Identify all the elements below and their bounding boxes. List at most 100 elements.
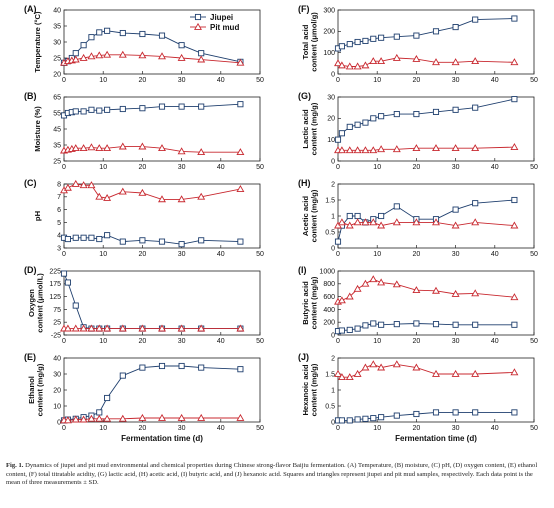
- data-point-triangle: [177, 53, 186, 61]
- data-point-triangle: [432, 286, 440, 294]
- y-tick-label: 10: [327, 137, 335, 144]
- data-point-square: [432, 409, 440, 416]
- data-point-square: [354, 325, 361, 332]
- data-point-square: [178, 362, 185, 370]
- data-point-square: [198, 237, 205, 244]
- panel-c: 3 4 5 6 7 8 0 10 20 30 40 50 (C) pH: [24, 178, 264, 258]
- y-axis-label-line: Lactic acid: [301, 109, 310, 149]
- y-tick-label: 400: [323, 307, 335, 314]
- panel-label: (H): [298, 178, 311, 188]
- data-point-triangle: [432, 218, 440, 226]
- x-tick-label: 20: [413, 77, 421, 84]
- data-point-triangle: [71, 55, 80, 63]
- panel-label: (A): [24, 4, 37, 14]
- y-tick-label: 1000: [319, 268, 335, 275]
- data-point-triangle: [392, 360, 401, 368]
- data-point-square: [413, 410, 420, 418]
- data-point-square: [338, 130, 345, 137]
- y-tick-label: 45: [53, 126, 61, 133]
- data-point-square: [472, 16, 479, 23]
- y-tick-label: 25: [53, 55, 61, 62]
- plot-frame: [337, 9, 535, 75]
- data-point-square: [511, 96, 518, 103]
- data-point-triangle: [197, 192, 206, 200]
- data-point-square: [511, 409, 518, 416]
- data-point-triangle: [103, 50, 112, 58]
- y-tick-label: 100: [323, 50, 335, 57]
- x-tick-label: 30: [178, 425, 186, 432]
- data-point-square: [338, 417, 345, 424]
- data-point-triangle: [87, 52, 96, 60]
- y-axis-label-line: pH: [33, 211, 42, 221]
- panel-label: (D): [24, 265, 37, 275]
- data-point-square: [393, 321, 400, 328]
- data-point-triangle: [337, 218, 346, 226]
- x-tick-label: 30: [452, 338, 460, 345]
- x-tick-label: 20: [139, 338, 147, 345]
- data-point-square: [334, 136, 342, 143]
- y-tick-label: 1.5: [325, 197, 335, 204]
- data-point-triangle: [361, 279, 370, 287]
- data-point-triangle: [95, 144, 104, 152]
- data-point-triangle: [392, 53, 401, 61]
- data-point-square: [413, 32, 420, 39]
- series-jiupei: [60, 362, 244, 424]
- plot-frame: [63, 270, 261, 336]
- y-tick-label: 1: [331, 387, 335, 394]
- data-point-square: [346, 417, 353, 424]
- data-point-square: [370, 35, 377, 42]
- y-axis-label: Hexanoic acidcontent (mg/g): [301, 363, 319, 416]
- y-axis-label-line: content (mg/g): [310, 363, 319, 416]
- y-axis-label: Total acidcontent (μmol/g): [301, 12, 319, 72]
- series-pit-mud: [60, 324, 245, 332]
- data-point-triangle: [197, 324, 206, 332]
- panel-b: 25 35 45 55 65 0 10 20 30 40 50 (B) Moisture (%): [24, 91, 264, 171]
- x-tick-label: 10: [99, 164, 107, 171]
- series-line: [337, 98, 515, 140]
- data-point-square: [413, 320, 420, 327]
- data-point-square: [178, 241, 185, 248]
- data-point-triangle: [412, 54, 421, 62]
- y-tick-label: 65: [53, 94, 61, 101]
- data-point-square: [378, 414, 385, 421]
- data-point-triangle: [71, 179, 80, 187]
- series-jiupei: [334, 409, 518, 424]
- legend-label: Jiupei: [210, 13, 233, 22]
- data-point-square: [237, 238, 244, 245]
- data-point-triangle: [158, 144, 166, 152]
- series-pit-mud: [60, 50, 245, 66]
- data-point-triangle: [471, 289, 480, 297]
- x-tick-label: 0: [62, 251, 66, 258]
- x-tick-label: 0: [62, 164, 66, 171]
- data-point-triangle: [177, 147, 186, 155]
- data-point-triangle: [197, 148, 206, 156]
- data-point-square: [338, 43, 345, 50]
- data-point-triangle: [138, 51, 147, 59]
- y-tick-label: 35: [53, 23, 61, 30]
- data-point-triangle: [236, 324, 245, 332]
- panel-label: (B): [24, 91, 37, 101]
- data-point-square: [80, 108, 87, 115]
- x-tick-label: 40: [491, 425, 499, 432]
- data-point-square: [452, 409, 459, 416]
- data-point-square: [158, 238, 166, 245]
- data-point-square: [452, 321, 459, 328]
- y-tick-label: 1.5: [325, 371, 335, 378]
- data-point-triangle: [412, 144, 421, 152]
- series-jiupei: [334, 96, 518, 143]
- x-tick-label: 50: [530, 338, 538, 345]
- y-tick-label: 5: [57, 220, 61, 227]
- y-tick-label: 225: [49, 268, 61, 275]
- data-point-square: [104, 27, 111, 34]
- data-point-square: [338, 327, 345, 334]
- x-tick-label: 30: [178, 164, 186, 171]
- data-point-square: [362, 37, 369, 44]
- panel-label: (I): [298, 265, 307, 275]
- panel-h: 00.511.520 10 20 30 40 50(H)Acetic acidconten…: [298, 178, 538, 258]
- data-point-square: [72, 108, 79, 115]
- data-point-triangle: [236, 148, 245, 156]
- data-point-square: [96, 409, 103, 416]
